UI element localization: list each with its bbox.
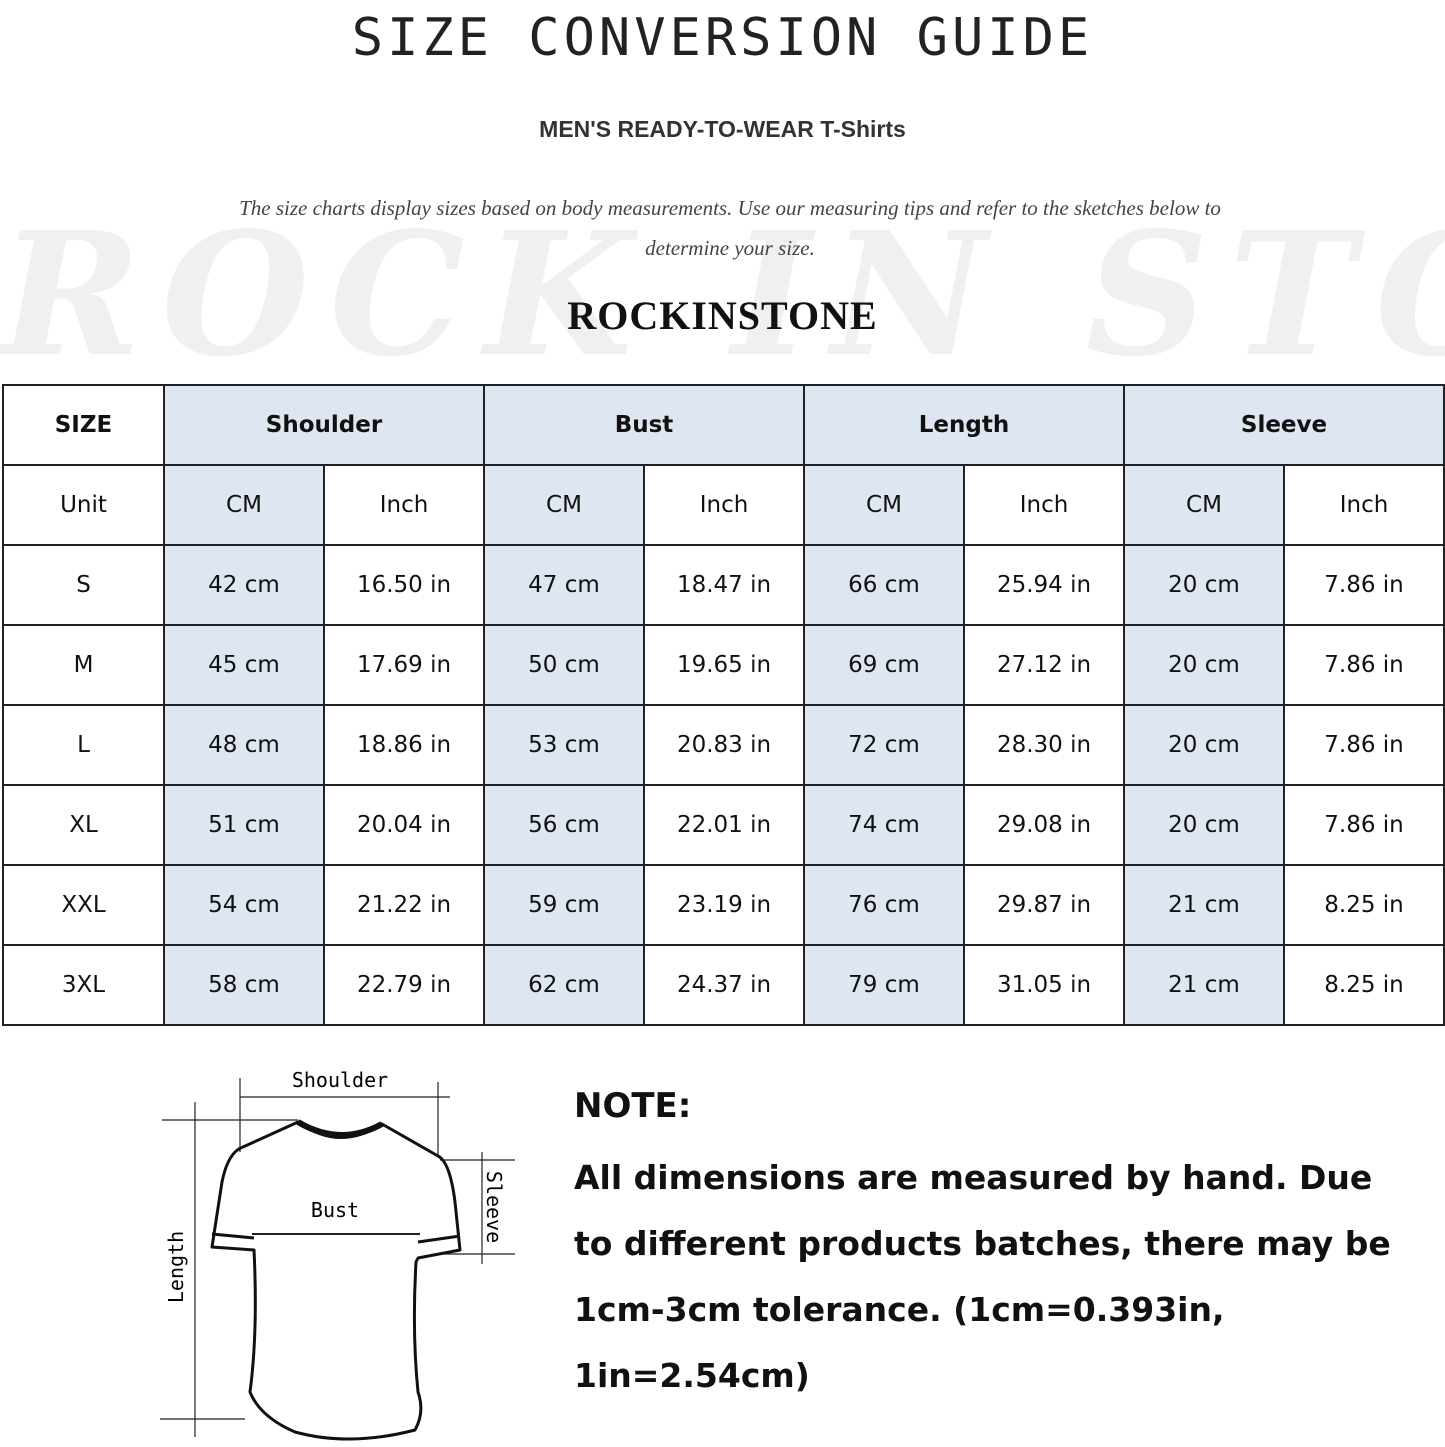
- value-cell: 8.25 in: [1283, 864, 1445, 946]
- shoulder-label: Shoulder: [292, 1068, 388, 1092]
- value-cell: 18.47 in: [643, 544, 805, 626]
- value-cell: 22.01 in: [643, 784, 805, 866]
- value-cell: 72 cm: [803, 704, 965, 786]
- value-cell: 51 cm: [163, 784, 325, 866]
- value-cell: 58 cm: [163, 944, 325, 1026]
- group-header: Sleeve: [1123, 384, 1445, 466]
- value-cell: 17.69 in: [323, 624, 485, 706]
- size-header: SIZE: [2, 384, 165, 466]
- unit-row: Unit CM Inch CM Inch CM Inch CM Inch: [2, 464, 1445, 546]
- value-cell: 7.86 in: [1283, 784, 1445, 866]
- brand-name: ROCKINSTONE: [567, 293, 878, 338]
- unit-cell: CM: [163, 464, 325, 546]
- table-header-row: SIZE Shoulder Bust Length Sleeve: [2, 384, 1445, 466]
- table-row: XXL 54 cm 21.22 in 59 cm 23.19 in 76 cm 29.87 …: [2, 864, 1445, 946]
- note-title: NOTE:: [574, 1086, 692, 1126]
- value-cell: 42 cm: [163, 544, 325, 626]
- value-cell: 31.05 in: [963, 944, 1125, 1026]
- value-cell: 18.86 in: [323, 704, 485, 786]
- value-cell: 76 cm: [803, 864, 965, 946]
- value-cell: 45 cm: [163, 624, 325, 706]
- unit-cell: Inch: [1283, 464, 1445, 546]
- value-cell: 56 cm: [483, 784, 645, 866]
- value-cell: 23.19 in: [643, 864, 805, 946]
- page-title: SIZE CONVERSION GUIDE: [351, 8, 1094, 68]
- value-cell: 25.94 in: [963, 544, 1125, 626]
- value-cell: 29.87 in: [963, 864, 1125, 946]
- value-cell: 29.08 in: [963, 784, 1125, 866]
- value-cell: 59 cm: [483, 864, 645, 946]
- value-cell: 20 cm: [1123, 544, 1285, 626]
- measure-lines: [160, 1078, 515, 1437]
- size-cell: 3XL: [2, 944, 165, 1026]
- unit-cell: Inch: [643, 464, 805, 546]
- unit-cell: Inch: [323, 464, 485, 546]
- value-cell: 16.50 in: [323, 544, 485, 626]
- value-cell: 7.86 in: [1283, 624, 1445, 706]
- value-cell: 20 cm: [1123, 784, 1285, 866]
- tshirt-measurement-diagram: Shoulder Bust Sleeve Length: [160, 1068, 515, 1441]
- size-cell: S: [2, 544, 165, 626]
- value-cell: 7.86 in: [1283, 704, 1445, 786]
- description: The size charts display sizes based on b…: [239, 196, 1221, 260]
- value-cell: 27.12 in: [963, 624, 1125, 706]
- table-row: S 42 cm 16.50 in 47 cm 18.47 in 66 cm 25.94 in…: [2, 544, 1445, 626]
- group-header: Shoulder: [163, 384, 485, 466]
- value-cell: 21.22 in: [323, 864, 485, 946]
- unit-header: Unit: [2, 464, 165, 546]
- value-cell: 20 cm: [1123, 624, 1285, 706]
- value-cell: 50 cm: [483, 624, 645, 706]
- value-cell: 62 cm: [483, 944, 645, 1026]
- value-cell: 19.65 in: [643, 624, 805, 706]
- value-cell: 20 cm: [1123, 704, 1285, 786]
- table-row: L 48 cm 18.86 in 53 cm 20.83 in 72 cm 28.30 in…: [2, 704, 1445, 786]
- sleeve-label: Sleeve: [482, 1171, 506, 1243]
- table-row: 3XL 58 cm 22.79 in 62 cm 24.37 in 79 cm 31.05 …: [2, 944, 1445, 1026]
- table-row: M 45 cm 17.69 in 50 cm 19.65 in 69 cm 27.12 in…: [2, 624, 1445, 706]
- unit-cell: CM: [483, 464, 645, 546]
- bust-label: Bust: [311, 1198, 359, 1222]
- watermark-logo: ROCK IN STONE: [0, 195, 1445, 395]
- page-subtitle: MEN'S READY-TO-WEAR T-Shirts: [539, 116, 906, 142]
- size-cell: L: [2, 704, 165, 786]
- unit-cell: CM: [803, 464, 965, 546]
- value-cell: 20.04 in: [323, 784, 485, 866]
- value-cell: 22.79 in: [323, 944, 485, 1026]
- value-cell: 21 cm: [1123, 944, 1285, 1026]
- group-header: Length: [803, 384, 1125, 466]
- unit-cell: Inch: [963, 464, 1125, 546]
- size-table: SIZE Shoulder Bust Length Sleeve Unit CM…: [2, 384, 1445, 1026]
- group-header: Bust: [483, 384, 805, 466]
- size-cell: XXL: [2, 864, 165, 946]
- length-label: Length: [164, 1231, 188, 1303]
- size-cell: M: [2, 624, 165, 706]
- unit-cell: CM: [1123, 464, 1285, 546]
- value-cell: 54 cm: [163, 864, 325, 946]
- note-body: All dimensions are measured by hand. Due…: [574, 1158, 1391, 1395]
- value-cell: 66 cm: [803, 544, 965, 626]
- table-row: XL 51 cm 20.04 in 56 cm 22.01 in 74 cm 29.08 i…: [2, 784, 1445, 866]
- value-cell: 79 cm: [803, 944, 965, 1026]
- value-cell: 53 cm: [483, 704, 645, 786]
- value-cell: 48 cm: [163, 704, 325, 786]
- value-cell: 8.25 in: [1283, 944, 1445, 1026]
- value-cell: 20.83 in: [643, 704, 805, 786]
- value-cell: 74 cm: [803, 784, 965, 866]
- value-cell: 47 cm: [483, 544, 645, 626]
- value-cell: 21 cm: [1123, 864, 1285, 946]
- value-cell: 24.37 in: [643, 944, 805, 1026]
- tshirt-outline: [210, 1119, 462, 1441]
- value-cell: 28.30 in: [963, 704, 1125, 786]
- value-cell: 69 cm: [803, 624, 965, 706]
- value-cell: 7.86 in: [1283, 544, 1445, 626]
- size-cell: XL: [2, 784, 165, 866]
